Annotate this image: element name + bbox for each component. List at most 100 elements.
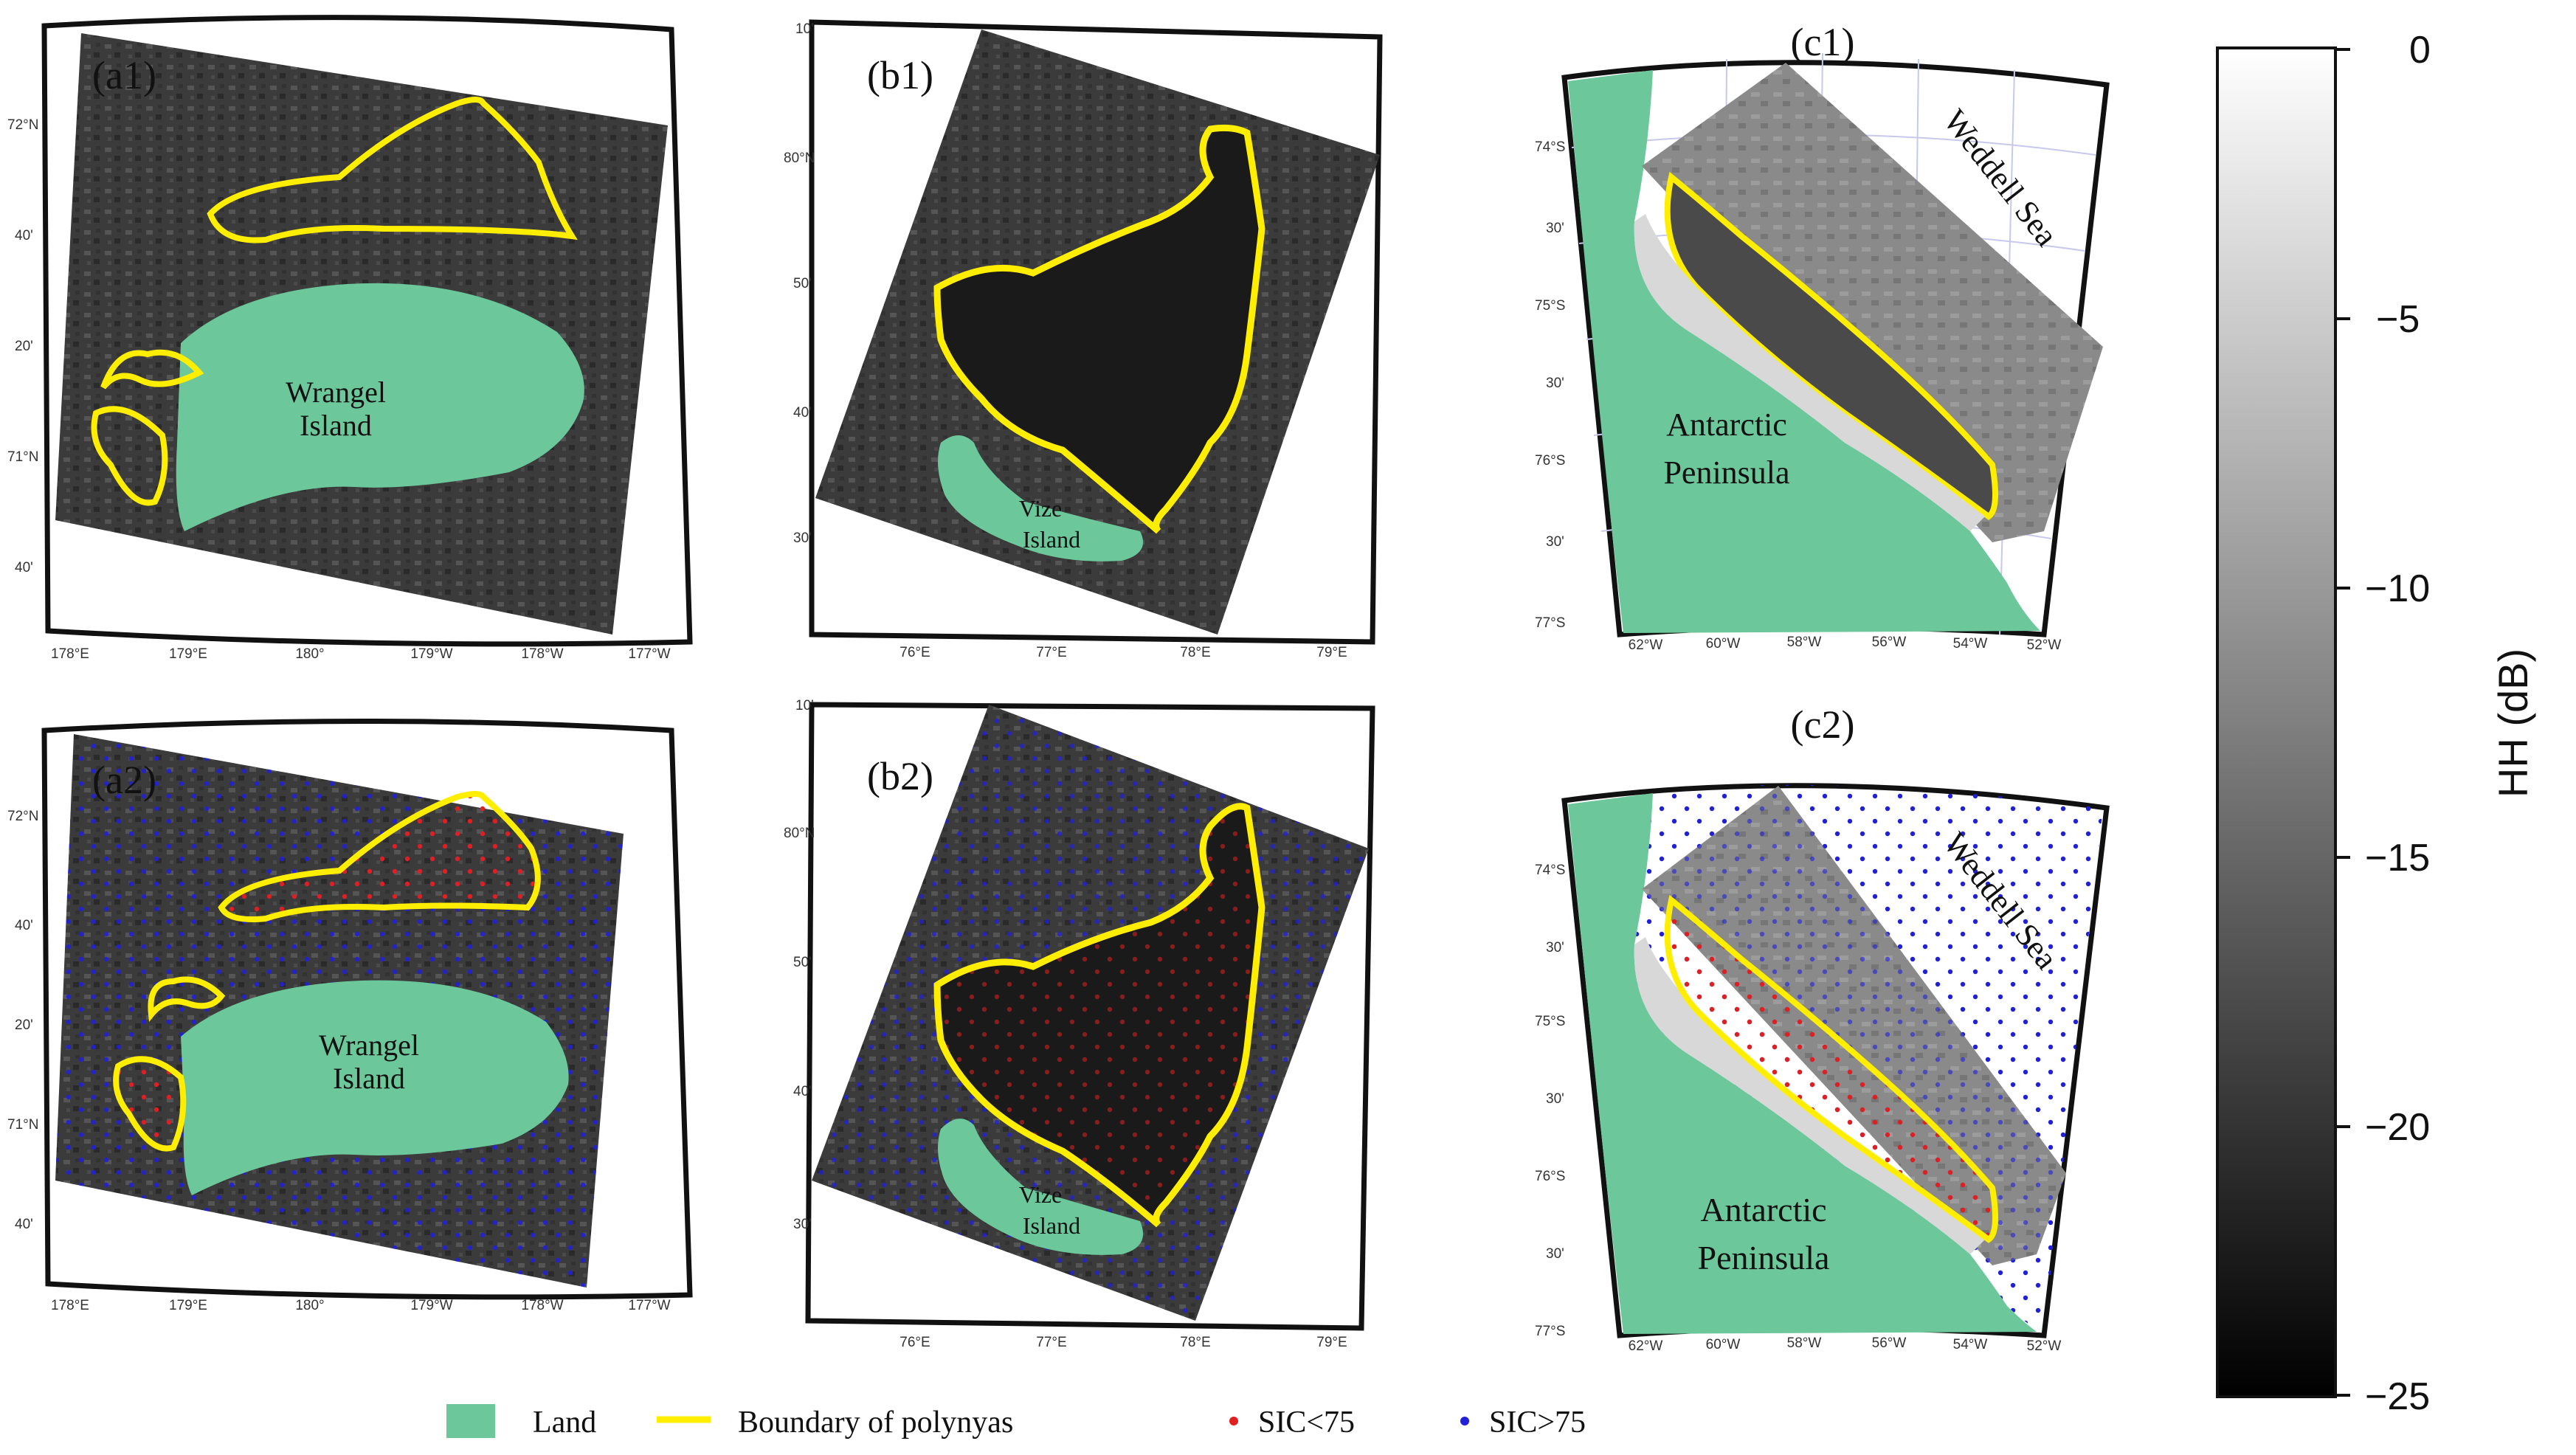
place-name: Vize	[1019, 495, 1062, 522]
place-name: Vize	[1019, 1181, 1062, 1208]
panel-a1: (a1) Wrangel Island 72°N 40' 20' 71°N 40…	[7, 15, 693, 662]
lon-tick: 60°W	[1706, 1337, 1741, 1352]
lon-tick: 178°E	[51, 1298, 89, 1313]
sic-low-points	[1667, 900, 1995, 1240]
lon-tick: 179°W	[410, 1298, 452, 1313]
lat-tick: 77°S	[1535, 615, 1565, 631]
lon-tick: 58°W	[1787, 1335, 1822, 1351]
lon-tick: 179°E	[169, 1298, 207, 1313]
polynya-boundary	[933, 803, 1265, 1228]
lat-tick: 80°N	[784, 151, 815, 166]
colorbar-gradient	[2216, 46, 2337, 1398]
legend-sic-low-label: SIC<75	[1258, 1406, 1355, 1440]
place-name: Wrangel	[286, 376, 386, 409]
legend: Land Boundary of polynyas SIC<75 SIC>75	[446, 1404, 1586, 1440]
panel-label: (a1)	[92, 53, 156, 97]
lat-tick: 74°S	[1535, 139, 1565, 155]
polynya-boundary	[218, 791, 541, 922]
lat-tick: 72°N	[7, 809, 38, 824]
legend-sic-high-dot	[1460, 1417, 1469, 1425]
lon-tick: 180°	[295, 646, 324, 662]
colorbar-tick-label: −15	[2365, 837, 2430, 879]
lon-tick: 78°E	[1180, 645, 1210, 660]
colorbar-tick-label: −10	[2365, 567, 2430, 610]
lon-tick: 179°E	[169, 646, 207, 662]
panel-label: (b1)	[867, 53, 933, 97]
lat-tick: 40'	[15, 560, 33, 576]
lon-tick: 79°E	[1316, 1335, 1347, 1350]
lon-tick: 56°W	[1872, 635, 1907, 650]
lat-tick: 74°S	[1535, 863, 1565, 878]
panel-a2: (a2) Wrangel Island 72°N 40' 20' 71°N 40…	[7, 719, 693, 1313]
lat-tick: 30'	[1546, 221, 1564, 236]
lat-tick: 76°S	[1535, 453, 1565, 469]
panel-label: (a2)	[92, 758, 156, 802]
fast-ice	[1634, 214, 1985, 531]
colorbar-label: HH (dB)	[2490, 649, 2536, 798]
lat-tick: 40'	[15, 1217, 33, 1232]
place-name: Island	[1023, 526, 1080, 553]
colorbar: 0 −5 −10 −15 −20 −25 HH (dB)	[2216, 29, 2536, 1418]
colorbar-tick-label: −25	[2365, 1375, 2430, 1418]
legend-boundary-label: Boundary of polynyas	[738, 1406, 1013, 1440]
lon-tick: 56°W	[1872, 1335, 1907, 1351]
lat-tick: 30'	[1546, 376, 1564, 391]
panel-c2: (c2) Weddell Sea Antarctic Peninsula 74°…	[1535, 702, 2110, 1354]
lon-tick: 178°W	[521, 646, 563, 662]
lon-tick: 77°E	[1036, 1335, 1066, 1350]
polynya-boundary	[1664, 894, 1998, 1243]
polynya-boundary	[207, 97, 578, 243]
colorbar-tick-label: −5	[2376, 298, 2420, 341]
lon-tick: 178°W	[521, 1298, 563, 1313]
colorbar-tick-label: −20	[2365, 1106, 2430, 1149]
lon-tick: 62°W	[1629, 1338, 1663, 1354]
lon-tick: 79°E	[1316, 645, 1347, 660]
lat-tick: 50'	[793, 276, 812, 291]
lon-tick: 178°E	[51, 646, 89, 662]
panel-label: (b2)	[867, 754, 933, 798]
lat-tick: 10'	[795, 21, 814, 37]
lon-tick: 76°E	[899, 645, 930, 660]
lat-tick: 30'	[793, 1217, 812, 1232]
place-name: Island	[333, 1062, 405, 1095]
legend-sic-low-dot	[1229, 1417, 1238, 1425]
lon-tick: 58°W	[1787, 635, 1822, 650]
land-antarctic	[1568, 793, 2037, 1334]
legend-land-label: Land	[533, 1406, 596, 1440]
lat-tick: 71°N	[7, 1117, 38, 1133]
lat-tick: 30'	[793, 530, 812, 546]
lat-tick: 50'	[793, 955, 812, 970]
lat-tick: 75°S	[1535, 1014, 1565, 1029]
lon-tick: 179°W	[410, 646, 452, 662]
polynya-boundary	[91, 406, 168, 506]
sic-low-points	[221, 794, 544, 919]
lon-tick: 52°W	[2027, 1338, 2062, 1354]
lat-tick: 30'	[1546, 1091, 1564, 1107]
lon-tick: 60°W	[1706, 636, 1741, 652]
lat-tick: 76°S	[1535, 1169, 1565, 1184]
polynya-boundary	[148, 976, 226, 1023]
place-name: Peninsula	[1698, 1239, 1830, 1276]
lat-tick: 40'	[793, 405, 812, 421]
place-name: Peninsula	[1663, 455, 1789, 491]
polynya-boundary	[100, 349, 204, 390]
legend-land-swatch	[446, 1404, 495, 1438]
lon-tick: 78°E	[1180, 1335, 1210, 1350]
lat-tick: 40'	[15, 918, 33, 933]
lat-tick: 77°S	[1535, 1324, 1565, 1339]
lat-tick: 30'	[1546, 1246, 1564, 1262]
place-name: Wrangel	[319, 1029, 419, 1062]
panel-label: (c1)	[1791, 20, 1855, 64]
lat-tick: 30'	[1546, 534, 1564, 550]
lon-tick: 76°E	[899, 1335, 930, 1350]
polynya-dark-water	[1667, 177, 1995, 516]
sic-low-points	[937, 806, 1262, 1225]
colorbar-tick-label: 0	[2409, 29, 2431, 72]
panel-b2: (b2) Vize Island 10' 80°N 50' 40' 30' 76…	[784, 698, 1375, 1350]
land-vize	[938, 1119, 1144, 1255]
lat-tick: 30'	[1546, 940, 1564, 955]
place-name: Island	[1023, 1212, 1080, 1239]
lat-tick: 20'	[15, 1017, 33, 1033]
land-wrangel	[181, 980, 569, 1195]
